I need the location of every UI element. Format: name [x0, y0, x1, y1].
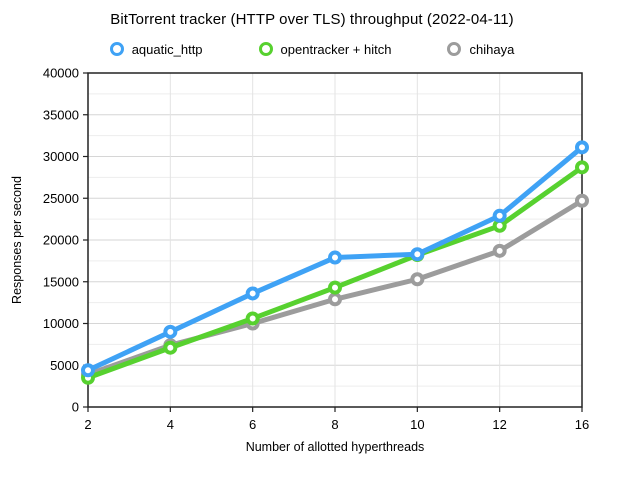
x-tick-label: 10	[410, 417, 424, 432]
x-tick-label: 6	[249, 417, 256, 432]
y-tick-label: 15000	[43, 274, 79, 289]
y-tick-label: 5000	[50, 358, 79, 373]
legend-label: chihaya	[469, 41, 515, 57]
legend-item-aquatic-http: aquatic_http	[109, 41, 203, 57]
x-tick-label: 4	[167, 417, 174, 432]
data-point-marker	[492, 208, 507, 223]
y-tick-label: 30000	[43, 149, 79, 164]
y-tick-label: 20000	[43, 233, 79, 248]
legend-label: aquatic_http	[131, 41, 203, 57]
series-marker-icon	[258, 42, 273, 56]
data-point-marker	[410, 272, 425, 287]
data-point-marker	[163, 324, 178, 339]
data-point-marker	[328, 250, 342, 265]
data-point-marker	[575, 193, 589, 208]
x-tick-label: 16	[575, 417, 589, 432]
y-tick-label: 40000	[43, 66, 79, 81]
data-point-marker	[492, 243, 507, 258]
x-tick-label: 12	[492, 417, 506, 432]
legend-item-opentracker-hitch: opentracker + hitch	[258, 41, 392, 57]
x-tick-label: 2	[84, 417, 91, 432]
x-tick-label: 8	[331, 417, 338, 432]
legend-item-chihaya: chihaya	[447, 42, 514, 57]
data-point-marker	[328, 280, 342, 295]
data-point-marker	[575, 140, 589, 155]
legend-label: opentracker + hitch	[280, 41, 392, 57]
y-tick-label: 0	[72, 400, 79, 415]
data-point-marker	[163, 340, 178, 355]
data-point-marker	[575, 160, 589, 175]
chart-title: BitTorrent tracker (HTTP over TLS) throu…	[110, 11, 514, 28]
data-point-marker	[410, 247, 425, 262]
data-point-marker	[81, 363, 95, 378]
y-tick-label: 25000	[43, 191, 79, 206]
data-point-marker	[328, 292, 342, 307]
legend: aquatic_http opentracker + hitch chihaya	[0, 40, 624, 58]
series-marker-icon	[109, 42, 124, 56]
x-axis-title: Number of allotted hyperthreads	[245, 440, 425, 454]
y-tick-label: 10000	[43, 316, 79, 331]
y-tick-label: 35000	[43, 107, 79, 122]
data-point-marker	[245, 311, 260, 326]
series-marker-icon	[447, 42, 462, 56]
data-point-marker	[245, 286, 260, 301]
